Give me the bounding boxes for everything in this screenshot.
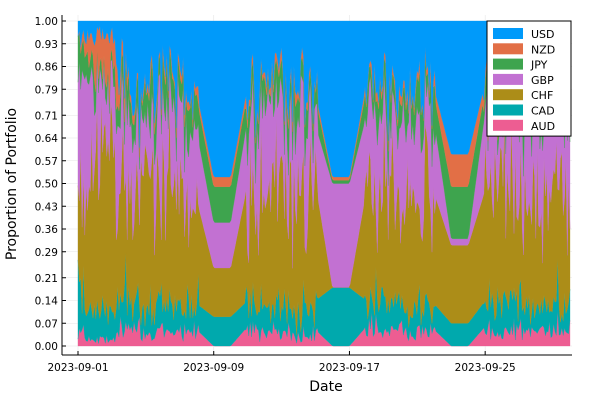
legend-label-chf: CHF bbox=[531, 89, 553, 102]
legend-swatch-gbp bbox=[493, 73, 523, 85]
x-tick-label: 2023-09-25 bbox=[455, 362, 516, 374]
y-tick-label: 0.00 bbox=[35, 341, 58, 353]
legend-label-jpy: JPY bbox=[530, 59, 548, 72]
x-axis-title: Date bbox=[309, 379, 342, 395]
legend-label-usd: USD bbox=[531, 28, 555, 41]
y-tick-label: 1.00 bbox=[35, 16, 58, 28]
legend-label-gbp: GBP bbox=[531, 74, 554, 87]
y-tick-label: 0.93 bbox=[35, 39, 58, 51]
legend: USD NZD JPY GBP CHF CAD AUD bbox=[486, 20, 572, 137]
y-tick-label: 0.79 bbox=[35, 84, 58, 96]
legend-swatch-aud bbox=[493, 119, 523, 131]
y-tick-label: 0.57 bbox=[35, 156, 58, 168]
x-tick-label: 2023-09-09 bbox=[183, 362, 244, 374]
x-tick-label: 2023-09-01 bbox=[47, 362, 108, 374]
y-axis-title: Proportion of Portfolio bbox=[4, 108, 20, 260]
legend-swatch-usd bbox=[493, 28, 523, 39]
y-tick-label: 0.86 bbox=[35, 62, 59, 74]
legend-swatch-cad bbox=[493, 104, 523, 116]
y-tick-label: 0.14 bbox=[35, 296, 59, 308]
y-tick-label: 0.71 bbox=[35, 110, 58, 122]
legend-swatch-chf bbox=[493, 89, 523, 101]
x-tick-label: 2023-09-17 bbox=[319, 362, 380, 374]
legend-label-cad: CAD bbox=[531, 105, 555, 118]
axes: 0.00 0.07 0.14 0.21 0.29 0.36 0.43 0.50 0.57 0.64… bbox=[35, 15, 572, 374]
legend-swatch-nzd bbox=[493, 43, 523, 55]
y-tick-label: 0.07 bbox=[35, 318, 58, 330]
y-tick-label: 0.64 bbox=[35, 133, 59, 145]
legend-label-nzd: NZD bbox=[531, 43, 555, 56]
y-tick-label: 0.21 bbox=[35, 273, 58, 285]
y-tick-label: 0.43 bbox=[35, 201, 58, 213]
y-tick-label: 0.50 bbox=[35, 179, 58, 191]
y-tick-label: 0.36 bbox=[35, 224, 59, 236]
legend-label-aud: AUD bbox=[531, 120, 555, 133]
legend-swatch-jpy bbox=[493, 58, 523, 70]
y-tick-label: 0.29 bbox=[35, 247, 58, 259]
area-layer bbox=[77, 20, 571, 347]
